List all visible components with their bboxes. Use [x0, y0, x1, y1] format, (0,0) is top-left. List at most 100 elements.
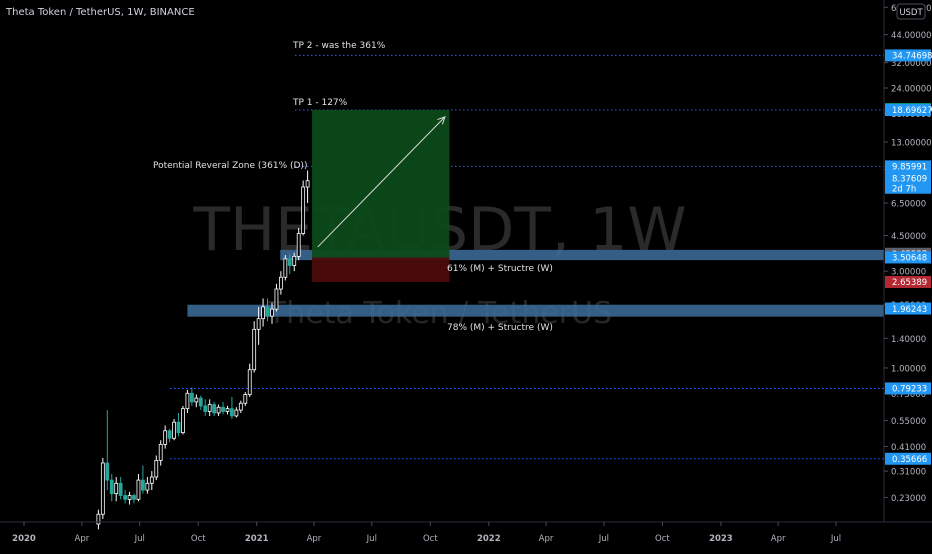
candle [154, 455, 159, 481]
candle-body [270, 308, 274, 317]
candle [145, 476, 150, 494]
time-axis-label: Oct [191, 534, 206, 544]
last-price-tag-bg [885, 171, 931, 194]
candle-body [181, 408, 185, 434]
candle-body [221, 406, 225, 412]
price-tag-1.96243: 1.96243 [892, 305, 927, 315]
candle [189, 387, 194, 406]
candle-body [158, 443, 163, 461]
target-arrow-line[interactable] [317, 116, 446, 248]
price-axis-label: 0.31000 [891, 468, 926, 478]
candle [136, 474, 141, 502]
candle [105, 410, 110, 491]
candle [207, 399, 212, 416]
candle [149, 471, 154, 491]
candle [296, 227, 301, 261]
candle [216, 404, 221, 416]
candle-body [301, 186, 306, 234]
candle-body [305, 180, 310, 188]
candle-body [167, 430, 172, 439]
candle [256, 306, 261, 345]
candle [203, 399, 208, 416]
target-arrow-head [437, 116, 446, 125]
position-layer[interactable] [312, 110, 450, 282]
price-tag-34.74698-bg [885, 49, 931, 62]
candle [212, 401, 217, 416]
candle [238, 400, 243, 413]
candle-body [274, 288, 279, 310]
candle [265, 298, 270, 322]
position-target-zone[interactable] [312, 110, 450, 258]
candle-body [100, 462, 105, 515]
price-tag-34.74698: 34.74698 [892, 52, 932, 62]
candle-body [207, 404, 212, 412]
currency-badge[interactable] [896, 3, 926, 20]
price-tag-2.65389: 2.65389 [892, 278, 927, 288]
time-axis-label: 2023 [709, 534, 733, 544]
candle-body [109, 479, 114, 495]
time-axis-label: Oct [655, 534, 670, 544]
zone-label-78[interactable]: 78% (M) + Structre (W) [447, 323, 553, 333]
candle [270, 302, 274, 324]
annotation-tp2[interactable]: TP 2 - was the 361% [292, 41, 386, 51]
candles-layer [96, 170, 310, 530]
candle-body [278, 276, 283, 290]
candle [185, 389, 190, 413]
annotation-tp1[interactable]: TP 1 - 127% [292, 98, 348, 108]
candle-body [132, 495, 136, 500]
candle [96, 509, 101, 530]
candle [225, 405, 230, 415]
price-tags-layer: 34.7469818.8903918.696279.859913.655573.… [885, 49, 932, 465]
candle-body [247, 369, 252, 395]
time-axis-label: Apr [539, 534, 554, 544]
candle-body [234, 409, 239, 417]
candle-body [256, 318, 261, 330]
price-axis-label: 13.00000 [891, 139, 932, 149]
candle-body [203, 405, 208, 412]
candle-body [189, 392, 194, 403]
price-axis-label: 1.00000 [891, 364, 926, 374]
last-price-countdown: 2d 7h [892, 185, 916, 195]
candle-body [261, 306, 265, 320]
annotation-prz[interactable]: Potential Reveral Zone (361% (D)) [153, 161, 307, 171]
candle [114, 476, 119, 502]
price-axis-label: 0.55000 [891, 417, 926, 427]
candle [100, 457, 105, 519]
price-axis-label: 32.00000 [891, 59, 932, 69]
candle [181, 405, 185, 435]
time-axis[interactable]: 2020 Apr Jul Oct 2021 Apr Jul Oct 2022 Apr Jul Oct 2… [12, 522, 841, 544]
position-stop-zone[interactable] [312, 257, 450, 282]
price-tag-18.69627: 18.69627 [892, 106, 932, 116]
time-axis-label: Jul [134, 534, 145, 544]
candle-body [136, 479, 141, 500]
price-axis-label: 4.50000 [891, 232, 926, 242]
time-axis-label: Jul [830, 534, 841, 544]
candle [109, 474, 114, 502]
candle [118, 476, 123, 500]
candle-body [141, 479, 145, 491]
time-axis-label: 2022 [477, 534, 501, 544]
candle [123, 490, 128, 504]
candle [287, 253, 292, 275]
candle [261, 298, 265, 327]
candle-body [176, 421, 181, 434]
zone-78-rect[interactable] [187, 304, 885, 317]
time-axis-label: Apr [307, 534, 322, 544]
candle [198, 395, 203, 411]
price-axis-label: 6.50000 [891, 200, 926, 210]
candle-body [265, 306, 270, 317]
price-tag-0.79233-bg [885, 382, 931, 395]
candle-body [216, 406, 221, 414]
candle-body [145, 482, 150, 491]
time-axis-label: 2020 [12, 534, 36, 544]
candle-body [292, 255, 297, 266]
price-axis-label: 44.00000 [891, 31, 932, 41]
candle-body [163, 430, 168, 445]
candle-body [212, 404, 217, 414]
zone-label-61[interactable]: 61% (M) + Structre (W) [447, 264, 553, 274]
candle [247, 363, 252, 397]
zone-61-rect[interactable] [280, 249, 884, 261]
